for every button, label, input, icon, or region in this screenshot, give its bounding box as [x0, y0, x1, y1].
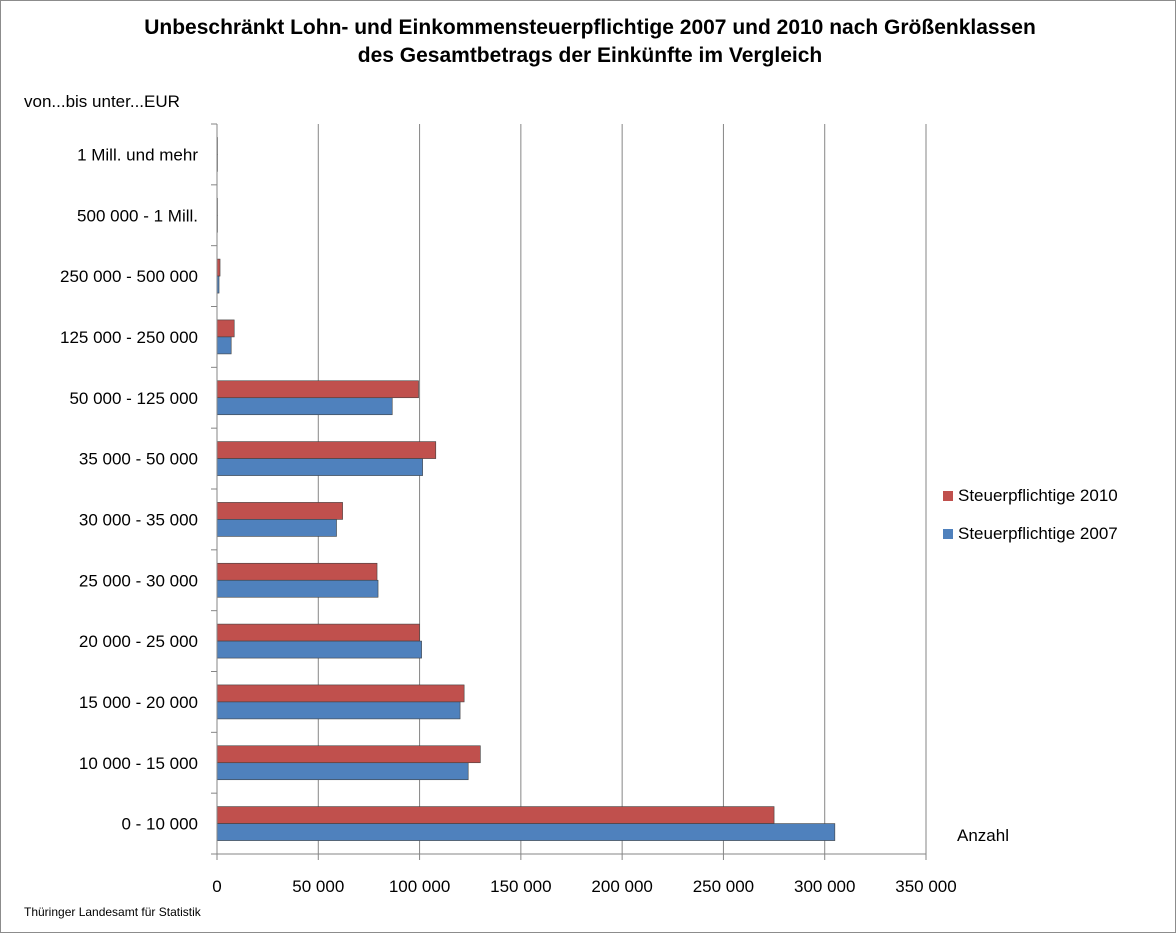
y-axis-label: von...bis unter...EUR — [24, 92, 180, 111]
bar-2010 — [216, 441, 437, 459]
category-tick-label: 20 000 - 25 000 — [79, 632, 198, 651]
legend: Steuerpflichtige 2010 Steuerpflichtige 2… — [943, 484, 1118, 560]
x-tick-label: 50 000 — [292, 877, 344, 896]
bar-2007 — [216, 458, 423, 476]
bar-2010 — [216, 319, 235, 338]
legend-label-2010: Steuerpflichtige 2010 — [958, 486, 1118, 505]
bar-2007 — [216, 762, 469, 781]
category-tick-label: 0 - 10 000 — [121, 815, 198, 834]
bar-2007 — [216, 701, 461, 720]
bar-2007 — [216, 640, 422, 659]
bar-2010 — [216, 562, 378, 581]
x-tick-label: 200 000 — [591, 877, 652, 896]
category-tick-label: 50 000 - 125 000 — [69, 389, 198, 408]
category-tick-label: 15 000 - 20 000 — [79, 693, 198, 712]
bar-2007 — [216, 397, 393, 416]
bar-2010 — [216, 806, 775, 824]
bar-2007 — [216, 336, 232, 355]
x-tick-label: 350 000 — [895, 877, 956, 896]
category-tick-label: 125 000 - 250 000 — [60, 328, 198, 347]
category-tick-label: 1 Mill. und mehr — [77, 145, 198, 164]
category-tick-label: 25 000 - 30 000 — [79, 571, 198, 590]
category-tick-label: 250 000 - 500 000 — [60, 267, 198, 286]
bar-2007 — [216, 823, 836, 841]
bar-2007 — [216, 579, 379, 598]
bar-2010 — [216, 502, 343, 520]
bar-2010 — [216, 380, 419, 399]
x-tick-label: 300 000 — [794, 877, 855, 896]
category-tick-label: 30 000 - 35 000 — [79, 510, 198, 529]
x-tick-label: 250 000 — [693, 877, 754, 896]
legend-item-2007: Steuerpflichtige 2007 — [943, 522, 1118, 546]
bar-2010 — [216, 684, 465, 703]
chart-title: Unbeschränkt Lohn- und Einkommensteuerpf… — [144, 16, 1036, 67]
source-note: Thüringer Landesamt für Statistik — [24, 905, 201, 919]
x-axis-label: Anzahl — [957, 826, 1009, 845]
x-tick-label: 100 000 — [389, 877, 450, 896]
legend-swatch-2010 — [943, 491, 953, 501]
category-tick-label: 500 000 - 1 Mill. — [77, 206, 198, 225]
bar-2010 — [216, 623, 420, 642]
x-tick-label: 0 — [212, 877, 221, 896]
legend-swatch-2007 — [943, 529, 953, 539]
legend-item-2010: Steuerpflichtige 2010 — [943, 484, 1118, 508]
category-tick-label: 10 000 - 15 000 — [79, 754, 198, 773]
category-tick-label: 35 000 - 50 000 — [79, 450, 198, 469]
bar-2010 — [216, 745, 481, 764]
bar-2007 — [216, 519, 337, 537]
x-tick-label: 150 000 — [490, 877, 551, 896]
legend-label-2007: Steuerpflichtige 2007 — [958, 524, 1118, 543]
